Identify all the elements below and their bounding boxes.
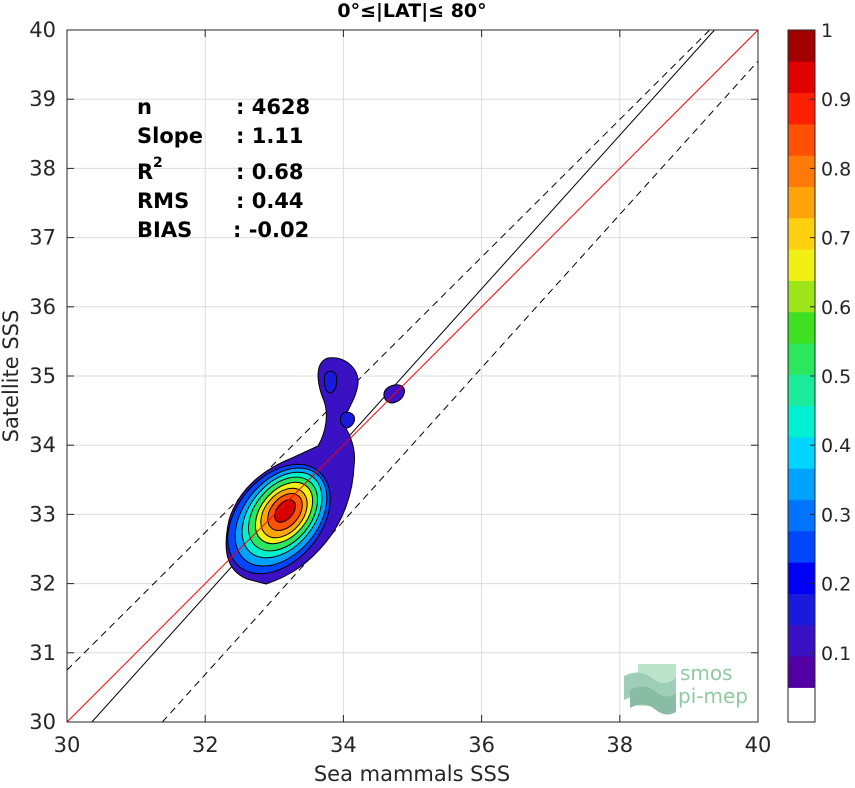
contour-level-9: [274, 499, 296, 523]
stat-n-label: n: [137, 95, 152, 119]
smos-pimep-logo: smos pi-mep: [624, 661, 748, 715]
colorbar-tick-label: 0.6: [821, 297, 851, 319]
colorbar-segment: [788, 530, 815, 563]
x-tick-label: 40: [745, 733, 772, 757]
colorbar-tick-label: 0.9: [821, 89, 851, 111]
colorbar-segment: [788, 374, 815, 407]
colorbar-segment: [788, 593, 815, 626]
colorbar: [788, 30, 815, 722]
logo-line2: pi-mep: [678, 684, 748, 708]
y-tick-label: 38: [29, 156, 56, 180]
y-tick-label: 36: [29, 295, 56, 319]
y-tick-label: 31: [29, 641, 56, 665]
stat-r2-sup: 2: [153, 155, 163, 171]
stat-slope-value: : 1.11: [236, 124, 304, 148]
colorbar-segment: [788, 687, 815, 722]
stat-slope-label: Slope: [137, 124, 203, 148]
colorbar-segment: [788, 186, 815, 219]
colorbar-segment: [788, 436, 815, 469]
chart-title: 0°≤|LAT|≤ 80°: [337, 0, 486, 22]
colorbar-frame: [787, 29, 816, 723]
colorbar-segment: [788, 405, 815, 438]
colorbar-ticks: 0.1 0.2 0.3 0.4 0.5 0.6 0.7 0.8 0.9 1: [810, 20, 851, 665]
logo-line1: smos: [680, 661, 733, 685]
colorbar-segment: [788, 217, 815, 250]
colorbar-tick-label: 0.7: [821, 228, 851, 250]
stat-bias-label: BIAS: [137, 218, 192, 242]
colorbar-segment: [788, 92, 815, 125]
y-tick-label: 40: [29, 18, 56, 42]
y-axis-label: Satellite SSS: [0, 310, 23, 443]
colorbar-tick-label: 0.8: [821, 158, 851, 180]
lower-bound-line: [161, 60, 758, 722]
colorbar-segment: [788, 249, 815, 281]
y-tick-label: 30: [29, 710, 56, 734]
density-contours: [225, 357, 405, 585]
contour-blob-2: [323, 370, 338, 394]
x-tick-label: 38: [606, 733, 633, 757]
y-tick-label: 34: [29, 433, 56, 457]
x-tick-label: 30: [54, 733, 81, 757]
stat-rms-value: : 0.44: [236, 189, 304, 213]
colorbar-segment: [788, 61, 815, 94]
stat-r2-label: R: [137, 160, 153, 184]
y-tick-label: 37: [29, 226, 56, 250]
fit-line: [91, 30, 715, 722]
axis-ticks: 30 32 34 36 38 40 30 31 32 33 34 35 36 37 38 39 40: [29, 18, 771, 757]
colorbar-segment: [788, 30, 815, 62]
colorbar-segment: [788, 624, 815, 657]
colorbar-segment: [788, 343, 815, 375]
y-tick-label: 32: [29, 572, 56, 596]
stats-annotation: n : 4628 Slope : 1.11 R 2 : 0.68 RMS : 0…: [137, 95, 310, 242]
colorbar-tick-label: 0.3: [821, 504, 851, 526]
identity-line: [67, 30, 758, 722]
colorbar-tick-label: 0.2: [821, 574, 851, 596]
colorbar-tick-label: 0.5: [821, 366, 851, 388]
stat-bias-value: : -0.02: [233, 218, 309, 242]
contour-blob-3: [339, 411, 355, 429]
colorbar-segment: [788, 311, 815, 344]
x-tick-label: 32: [192, 733, 219, 757]
colorbar-tick-label: 0.1: [821, 643, 851, 665]
colorbar-segment: [788, 468, 815, 501]
colorbar-tick-label: 0.4: [821, 435, 851, 457]
x-tick-label: 36: [468, 733, 495, 757]
colorbar-segment: [788, 123, 815, 156]
x-tick-label: 34: [330, 733, 357, 757]
stat-n-value: : 4628: [236, 95, 310, 119]
reference-lines: [67, 30, 758, 722]
colorbar-segment: [788, 656, 815, 688]
colorbar-segment: [788, 155, 815, 188]
y-tick-label: 35: [29, 364, 56, 388]
colorbar-segment: [788, 499, 815, 532]
colorbar-segment: [788, 562, 815, 594]
logo-waves-icon: [624, 664, 676, 715]
x-axis-label: Sea mammals SSS: [314, 762, 510, 784]
y-tick-label: 33: [29, 502, 56, 526]
colorbar-segment: [788, 280, 815, 313]
stat-r2-value: : 0.68: [236, 160, 304, 184]
stat-rms-label: RMS: [137, 189, 189, 213]
y-tick-label: 39: [29, 87, 56, 111]
colorbar-tick-label: 1: [821, 20, 833, 42]
